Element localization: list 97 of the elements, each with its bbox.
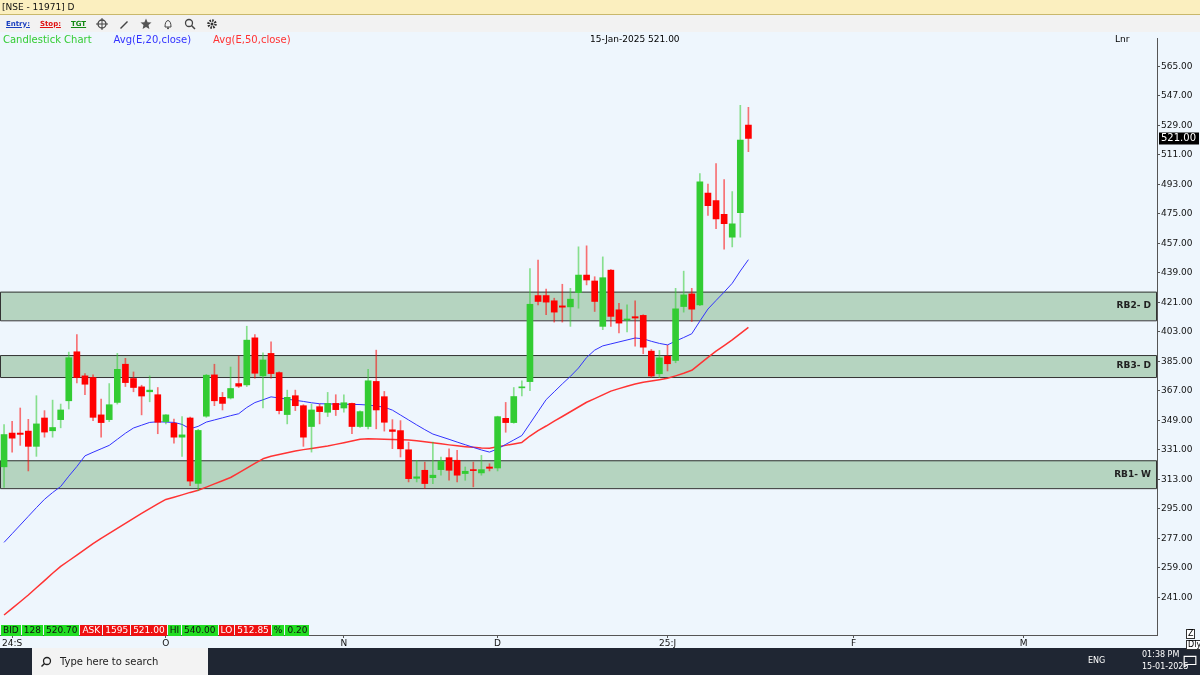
candlestick — [89, 374, 97, 421]
y-tick-label: 403.00 — [1161, 326, 1193, 337]
candlestick — [340, 394, 348, 413]
x-tick-label: O — [162, 637, 170, 648]
candlestick — [461, 466, 469, 481]
x-tick-label: M — [1019, 637, 1028, 648]
y-tick-label: 241.00 — [1161, 591, 1193, 602]
candlestick — [445, 448, 453, 481]
text: 01:38 PM — [1142, 650, 1180, 659]
annotation: HI 540.00 — [168, 625, 217, 636]
candlestick — [105, 383, 113, 422]
candlestick — [712, 163, 720, 230]
y-tick-label: 439.00 — [1161, 267, 1193, 278]
candlestick — [364, 368, 372, 430]
candlestick — [356, 410, 364, 428]
candlestick — [607, 269, 615, 327]
candlestick — [332, 394, 340, 416]
y-tick-label: 331.00 — [1161, 444, 1193, 455]
candlestick — [243, 325, 251, 387]
annotation: 521.00 — [1161, 131, 1196, 143]
text: Avg(E,50,close) — [213, 34, 291, 45]
candlestick — [421, 461, 429, 489]
candlestick — [599, 256, 607, 330]
band-label: RB2- D — [1116, 300, 1151, 311]
y-tick-label: 277.00 — [1161, 532, 1193, 543]
candlestick — [510, 387, 518, 424]
candlestick — [615, 302, 623, 334]
chart-subtitle: 15-Jan-2025 521.00 — [590, 34, 680, 44]
text: ENG — [1088, 656, 1106, 665]
y-tick-label: 511.00 — [1161, 149, 1193, 160]
y-tick-label: 385.00 — [1161, 355, 1193, 366]
x-tick-label: F — [851, 637, 857, 648]
y-tick-label: 349.00 — [1161, 414, 1193, 425]
annotation: LO 512.85 — [219, 625, 270, 636]
band-label: RB3- D — [1116, 360, 1151, 371]
candlestick — [267, 341, 275, 379]
candlestick — [639, 314, 647, 355]
x-tick-label: N — [340, 637, 348, 648]
candlestick — [696, 173, 704, 306]
x-tick-label: 25:J — [658, 637, 677, 648]
text: Avg(E,20,close) — [113, 34, 192, 45]
text: Dly — [1186, 640, 1200, 650]
y-tick-label: 565.00 — [1161, 60, 1193, 71]
y-tick-label: 529.00 — [1161, 119, 1193, 130]
text: 15-01-2025 — [1142, 662, 1189, 671]
annotation: ASK 1595 521.00 — [81, 625, 166, 636]
candlestick — [526, 268, 534, 392]
band-label: RB1- W — [1114, 468, 1152, 479]
candlestick — [502, 402, 510, 433]
candlestick — [251, 334, 259, 379]
candlestick — [348, 402, 356, 435]
candlestick — [178, 416, 186, 457]
text: Z — [1186, 629, 1196, 639]
x-tick-label: 24:S — [2, 637, 23, 648]
y-tick-label: 259.00 — [1161, 562, 1193, 573]
y-tick-label: 457.00 — [1161, 237, 1193, 248]
candlestick — [324, 392, 332, 417]
candlestick — [154, 387, 162, 435]
text: Candlestick Chart — [3, 34, 92, 45]
y-tick-label: 475.00 — [1161, 208, 1193, 219]
candlestick — [413, 459, 421, 483]
candlestick — [57, 403, 65, 429]
candlestick — [680, 270, 688, 313]
candlestick — [469, 461, 477, 488]
candlestick — [534, 259, 542, 306]
candlestick — [235, 355, 243, 388]
y-tick-label: 547.00 — [1161, 90, 1193, 101]
annotation: % 0.20 — [272, 625, 309, 636]
annotation: BID 128 520.70 — [2, 625, 79, 636]
candlestick — [283, 389, 291, 425]
text: Type here to search — [60, 656, 159, 667]
y-tick-label: 295.00 — [1161, 503, 1193, 514]
candlestick — [728, 191, 736, 248]
candlestick — [202, 374, 210, 418]
y-tick-label: 367.00 — [1161, 385, 1193, 396]
candlestick — [0, 424, 8, 488]
candlestick — [736, 104, 744, 238]
candlestick — [453, 450, 461, 483]
candlestick — [113, 353, 121, 405]
chart-title: [NSE - 11971] D — [0, 0, 1200, 15]
candlestick — [591, 276, 599, 312]
candlestick — [146, 375, 154, 403]
candlestick — [73, 334, 81, 384]
candlestick — [720, 179, 728, 250]
candlestick — [65, 351, 73, 410]
candlestick — [194, 428, 202, 492]
y-tick-label: 313.00 — [1161, 473, 1193, 484]
x-tick-label: D — [494, 637, 502, 648]
candlestick — [275, 371, 283, 415]
candlestick — [647, 349, 655, 379]
candlestick — [688, 288, 696, 322]
candlestick — [631, 300, 639, 347]
annotation: Lnr — [1115, 34, 1130, 44]
candlestick — [81, 373, 89, 396]
y-tick-label: 421.00 — [1161, 296, 1193, 307]
y-tick-label: 493.00 — [1161, 178, 1193, 189]
candlestick — [170, 418, 178, 444]
